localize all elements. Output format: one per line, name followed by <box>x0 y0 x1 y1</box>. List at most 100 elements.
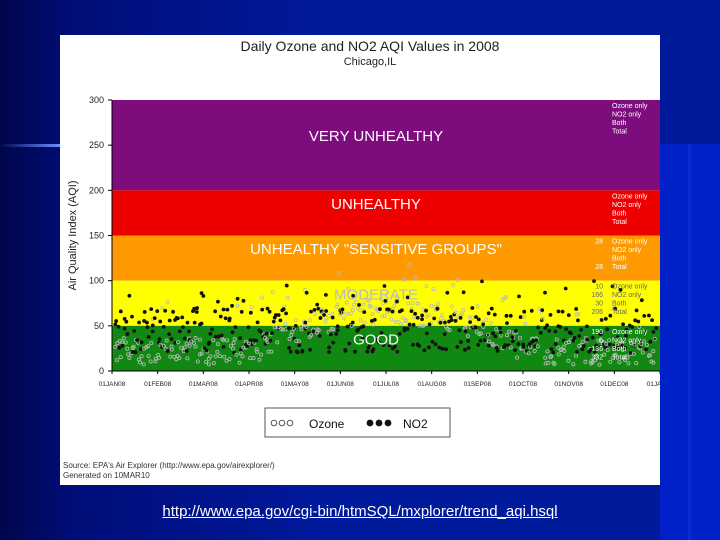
no2-point <box>287 346 291 350</box>
no2-point <box>230 303 234 308</box>
no2-point <box>288 349 293 354</box>
ozone-point <box>285 295 290 300</box>
no2-point <box>534 338 539 343</box>
no2-point <box>118 309 123 314</box>
ozone-point <box>249 305 254 310</box>
no2-point <box>579 327 584 332</box>
ozone-point <box>491 343 496 348</box>
ozone-point <box>211 360 216 365</box>
band-stat-label: Both <box>612 210 627 217</box>
ozone-point <box>217 354 222 359</box>
ozone-point <box>543 355 548 360</box>
ozone-point <box>204 360 209 365</box>
no2-point <box>503 343 508 347</box>
no2-point <box>195 306 199 310</box>
ozone-point <box>556 352 561 357</box>
no2-point <box>603 316 608 321</box>
ozone-point <box>149 340 154 345</box>
ozone-point <box>400 315 405 320</box>
no2-point <box>518 315 523 319</box>
x-tick-label: 01JAN09 <box>647 381 660 388</box>
no2-point <box>558 325 563 329</box>
ozone-point <box>594 353 599 358</box>
no2-point <box>590 335 595 340</box>
ozone-point <box>197 337 202 342</box>
ozone-point <box>407 263 412 268</box>
ozone-point <box>234 352 239 357</box>
ozone-point <box>323 319 328 324</box>
band-stat-value: 190 <box>591 329 603 336</box>
ozone-point <box>349 323 354 328</box>
no2-point <box>516 342 521 346</box>
band-stat-label: Total <box>612 129 627 136</box>
ozone-point <box>238 351 243 356</box>
ozone-point <box>613 352 618 357</box>
source-url-link[interactable]: http://www.epa.gov/cgi-bin/htmSQL/mxplor… <box>162 503 558 520</box>
ozone-point <box>177 356 182 361</box>
ozone-point <box>346 286 351 291</box>
ozone-point <box>503 295 508 300</box>
ozone-point <box>354 299 359 304</box>
ozone-point <box>561 344 566 349</box>
ozone-point <box>505 333 510 338</box>
ozone-point <box>535 344 540 349</box>
ozone-point <box>620 347 625 352</box>
ozone-point <box>324 315 329 320</box>
no2-point <box>481 322 486 327</box>
no2-point <box>281 307 286 312</box>
ozone-point <box>449 304 454 309</box>
no2-point <box>374 338 379 342</box>
no2-point <box>248 310 253 315</box>
no2-point <box>458 315 463 320</box>
no2-point <box>334 332 339 336</box>
no2-point <box>549 347 554 352</box>
ozone-point <box>413 275 418 280</box>
no2-point <box>605 327 610 332</box>
legend-no2-marker <box>384 419 392 427</box>
band-stat-label: Ozone only <box>612 103 648 110</box>
no2-point <box>411 342 415 347</box>
legend-no2-marker <box>375 419 383 427</box>
aqi-band-3 <box>112 280 660 326</box>
no2-point <box>122 326 127 331</box>
no2-point <box>255 320 260 325</box>
ozone-point <box>554 337 559 342</box>
y-tick-label: 250 <box>89 140 104 150</box>
no2-point <box>113 322 118 327</box>
ozone-point <box>368 304 373 309</box>
no2-point <box>192 306 197 311</box>
x-tick-label: 01AUG08 <box>417 381 446 388</box>
no2-point <box>297 343 302 348</box>
no2-point <box>543 326 548 330</box>
band-stat-label: Both <box>612 301 627 308</box>
ozone-point <box>270 290 275 295</box>
ozone-point <box>455 278 460 283</box>
no2-point <box>169 337 174 341</box>
ozone-point <box>640 350 645 355</box>
no2-point <box>366 345 371 350</box>
no2-point <box>245 344 250 349</box>
no2-point <box>142 319 147 323</box>
ozone-point <box>552 362 557 367</box>
band-label: GOOD <box>353 331 399 348</box>
band-stat-label: Ozone only <box>612 329 648 336</box>
no2-point <box>466 346 471 350</box>
ozone-point <box>341 316 346 321</box>
ozone-point <box>232 337 237 342</box>
ozone-point <box>327 314 332 319</box>
no2-point <box>114 319 119 323</box>
ozone-point <box>576 311 581 316</box>
no2-point <box>208 331 213 336</box>
ozone-point <box>187 343 192 348</box>
ozone-point <box>257 357 262 362</box>
no2-point <box>504 313 509 318</box>
no2-point <box>137 320 141 325</box>
ozone-point <box>365 298 370 303</box>
band-stat-label: NO2 only <box>612 337 642 344</box>
ozone-point <box>123 340 128 345</box>
band-stat-label: Total <box>612 309 627 316</box>
ozone-point <box>467 315 472 320</box>
ozone-point <box>447 327 452 332</box>
no2-point <box>521 344 526 349</box>
